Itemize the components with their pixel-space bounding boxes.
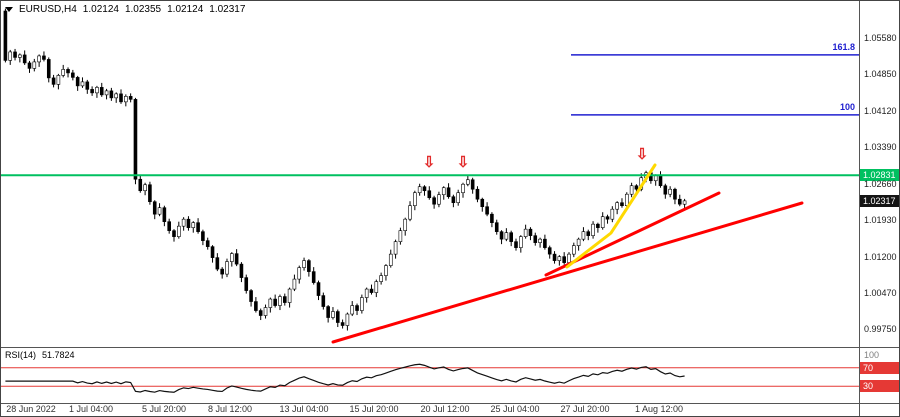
ohlc-high-value: 1.02355 — [124, 4, 162, 15]
rsi-level-30-label: 30 — [860, 380, 899, 393]
sell-signal-arrow-icon[interactable]: ⇩ — [457, 154, 470, 171]
price-axis-separator — [859, 1, 860, 416]
rsi-100-label: 100 — [864, 350, 880, 360]
time-axis-label: 28 Jun 2022 — [6, 404, 56, 414]
ohlc-low-value: 1.02124 — [167, 4, 204, 15]
price-axis-tick: 1.01930 — [864, 215, 897, 226]
support-trendline-long[interactable] — [331, 201, 804, 344]
ohlc-open-value: 1.02124 — [82, 4, 119, 15]
time-axis-label: 27 Jul 20:00 — [560, 404, 610, 414]
time-axis-label: 8 Jul 12:00 — [207, 404, 253, 414]
price-axis-tick: 1.00470 — [864, 288, 897, 299]
rsi-current-value: 51.7824 — [42, 350, 75, 360]
candlestick-series — [3, 8, 687, 331]
price-axis-tick: 1.04120 — [864, 105, 897, 116]
fib-level-label-161.8: 161.8 — [832, 41, 855, 52]
symbol-timeframe-label: EURUSD,H4 — [19, 4, 77, 15]
rsi-indicator-pane[interactable]: RSI(14) 51.7824 — [1, 348, 859, 403]
time-axis-separator — [1, 403, 899, 404]
price-axis-tick: 1.03390 — [864, 142, 897, 153]
rsi-chart-canvas[interactable] — [1, 348, 859, 403]
rsi-axis[interactable]: 100 70 30 — [860, 348, 899, 403]
time-axis-label: 1 Jul 04:00 — [68, 404, 114, 414]
time-axis-label: 5 Jul 20:00 — [141, 404, 187, 414]
rsi-line — [5, 363, 685, 393]
price-axis-tick: 1.04850 — [864, 69, 897, 80]
candlestick-chart-canvas[interactable]: ⇩ ⇩ ⇩ — [1, 1, 859, 347]
current-price-label: 1.02317 — [860, 194, 899, 207]
price-axis-tick: 1.05580 — [864, 32, 897, 43]
time-axis-label: 25 Jul 04:00 — [490, 404, 540, 414]
price-axis-tick: 1.01200 — [864, 251, 897, 262]
time-axis-label: 1 Aug 12:00 — [634, 404, 684, 414]
chart-menu-triangle-icon[interactable] — [5, 7, 13, 12]
rsi-indicator-name: RSI(14) — [5, 350, 37, 360]
time-axis[interactable]: 28 Jun 2022 1 Jul 04:00 5 Jul 20:00 8 Jul 1… — [1, 404, 859, 416]
rsi-title: RSI(14) 51.7824 — [5, 350, 75, 360]
price-axis[interactable]: 1.02831 1.02317 1.05580 1.04850 1.04120 1.0… — [860, 1, 899, 347]
sell-signal-arrow-icon[interactable]: ⇩ — [636, 146, 649, 163]
price-axis-tick: 1.02660 — [864, 178, 897, 189]
rsi-level-70-label: 70 — [860, 361, 899, 374]
fib-level-label-100: 100 — [839, 101, 855, 112]
time-axis-label: 20 Jul 12:00 — [420, 404, 470, 414]
resistance-price-label: 1.02831 — [860, 169, 899, 182]
ohlc-close-value: 1.02317 — [209, 4, 246, 15]
time-axis-label: 15 Jul 20:00 — [349, 404, 399, 414]
price-axis-tick: 0.99750 — [864, 324, 897, 335]
time-axis-label: 13 Jul 04:00 — [279, 404, 329, 414]
chart-ohlc-header: EURUSD,H4 1.02124 1.02355 1.02124 1.0231… — [5, 4, 245, 15]
sell-signal-arrow-icon[interactable]: ⇩ — [423, 154, 436, 171]
price-chart-pane[interactable]: ⇩ ⇩ ⇩ EURUSD,H4 1.02124 1.02355 1.02124 1.… — [1, 1, 859, 347]
momentum-trendline-yellow[interactable] — [565, 163, 657, 269]
rsi-pane-separator — [1, 347, 899, 348]
